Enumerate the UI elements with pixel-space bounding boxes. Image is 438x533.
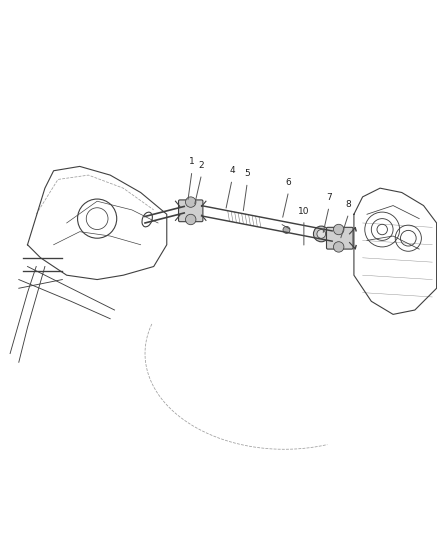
Circle shape: [185, 197, 196, 207]
Text: 4: 4: [229, 166, 235, 175]
FancyBboxPatch shape: [179, 200, 203, 222]
Circle shape: [283, 227, 290, 233]
Text: 7: 7: [326, 193, 332, 202]
Circle shape: [333, 241, 344, 252]
Circle shape: [314, 226, 329, 242]
Text: 10: 10: [298, 207, 310, 215]
Text: 2: 2: [199, 161, 205, 170]
Text: 6: 6: [286, 178, 292, 187]
Text: 5: 5: [244, 169, 250, 178]
Circle shape: [185, 214, 196, 225]
Circle shape: [333, 224, 344, 235]
Text: 1: 1: [189, 157, 195, 166]
Circle shape: [317, 230, 325, 238]
FancyBboxPatch shape: [326, 228, 353, 249]
Text: 8: 8: [346, 200, 352, 209]
